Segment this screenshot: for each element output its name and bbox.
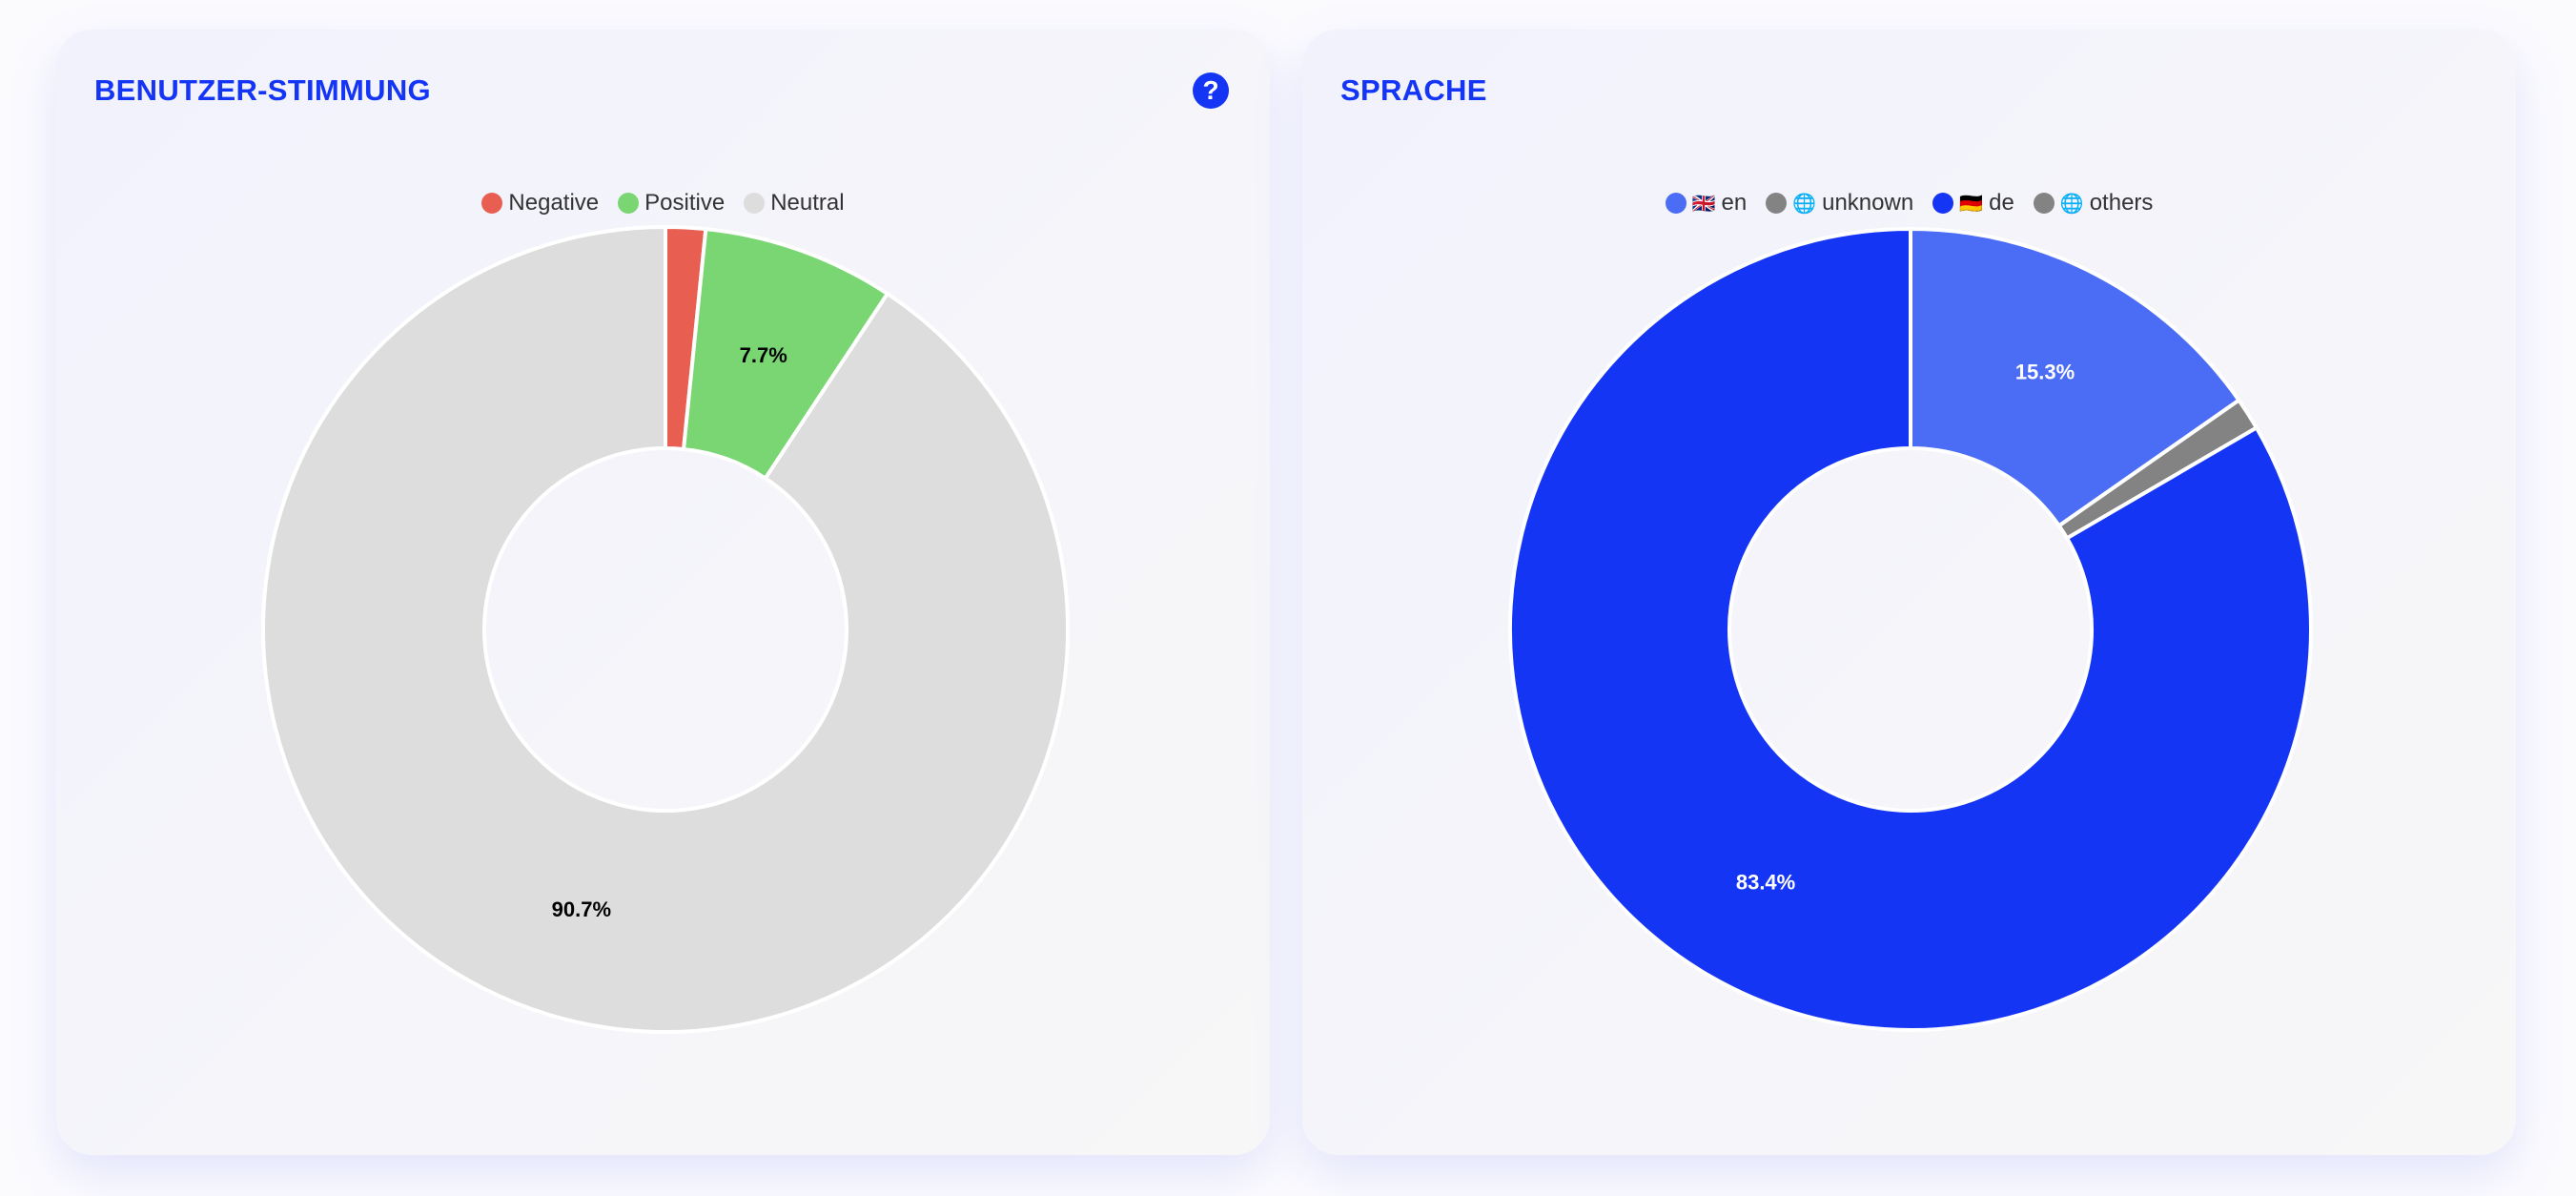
language-doughnut: 15.3% 83.4%	[1508, 226, 2314, 1032]
legend-label: Neutral	[770, 190, 845, 216]
legend-item-de[interactable]: 🇩🇪 de	[1932, 190, 2014, 217]
legend-swatch	[1665, 193, 1687, 214]
globe-icon: 🌐	[2059, 193, 2084, 215]
legend-item-unknown[interactable]: 🌐 unknown	[1766, 190, 1913, 217]
legend-item-Negative[interactable]: Negative	[481, 190, 599, 217]
legend-item-Positive[interactable]: Positive	[618, 190, 725, 217]
legend-label: Positive	[644, 190, 726, 216]
legend: 🇬🇧 en 🌐 unknown 🇩🇪 de 🌐 others	[1302, 190, 2516, 217]
legend-item-others[interactable]: 🌐 others	[2033, 190, 2154, 217]
slice-en[interactable]	[1909, 226, 2242, 529]
data-label-de: 83.4%	[1736, 870, 1795, 894]
slice-Neutral[interactable]	[261, 224, 1070, 1034]
legend-swatch	[1932, 193, 1954, 214]
legend-swatch	[481, 193, 503, 214]
flag-icon: 🇬🇧	[1691, 193, 1716, 215]
legend-item-Neutral[interactable]: Neutral	[744, 190, 845, 217]
flag-icon: 🇩🇪	[1959, 193, 1984, 215]
sentiment-doughnut: 7.7% 90.7%	[261, 224, 1070, 1034]
help-icon[interactable]: ?	[1193, 72, 1229, 109]
legend-swatch	[744, 193, 766, 214]
data-label-Neutral: 90.7%	[552, 897, 611, 921]
legend-swatch	[2033, 193, 2055, 214]
card-title: SPRACHE	[1340, 73, 1487, 107]
data-label-en: 15.3%	[2015, 361, 2075, 384]
legend-item-en[interactable]: 🇬🇧 en	[1665, 190, 1748, 217]
legend-label: unknown	[1822, 190, 1914, 216]
language-card: SPRACHE 🇬🇧 en 🌐 unknown 🇩🇪 de 🌐 others 15.3% 83.…	[1302, 30, 2516, 1155]
legend-label: Negative	[508, 190, 600, 216]
legend-label: de	[1989, 190, 2014, 216]
card-title: BENUTZER-STIMMUNG	[94, 73, 431, 107]
slice-de[interactable]	[1508, 226, 2314, 1032]
legend: Negative Positive Neutral	[56, 190, 1270, 217]
legend-swatch	[1766, 193, 1788, 214]
data-label-Positive: 7.7%	[740, 343, 787, 367]
legend-label: others	[2089, 190, 2154, 216]
legend-swatch	[618, 193, 640, 214]
globe-icon: 🌐	[1792, 193, 1817, 215]
sentiment-card: BENUTZER-STIMMUNG ? Negative Positive Neut…	[56, 30, 1270, 1155]
legend-label: en	[1721, 190, 1748, 216]
